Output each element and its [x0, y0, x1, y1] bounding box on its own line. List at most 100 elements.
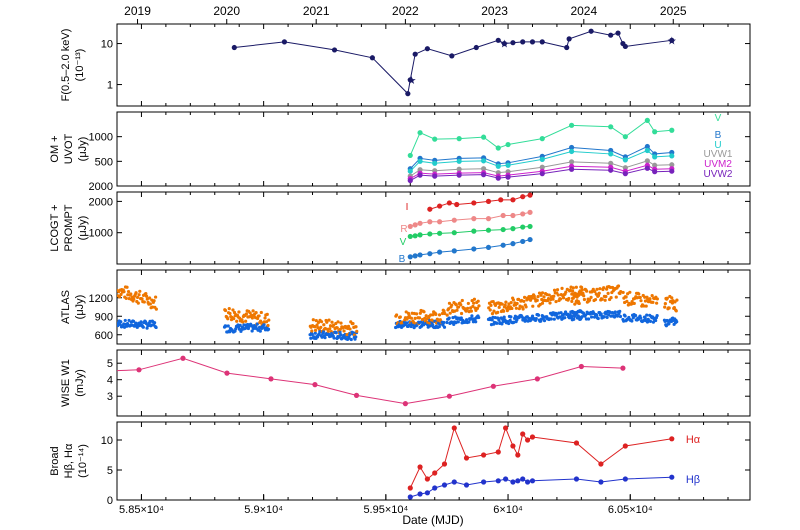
data-point	[502, 476, 509, 482]
atlas-c-point	[580, 315, 584, 319]
data-point	[471, 246, 477, 252]
atlas-o-point	[265, 312, 269, 316]
series-line-U	[409, 149, 672, 172]
plot-area	[117, 284, 679, 342]
data-point	[622, 157, 628, 163]
data-point	[90, 369, 95, 374]
data-point	[524, 479, 531, 485]
atlas-c-point	[474, 320, 478, 324]
y-axis-label: (μJy)	[77, 137, 89, 162]
data-point	[539, 136, 545, 142]
atlas-c-point	[599, 312, 603, 316]
panel-frame	[116, 269, 751, 345]
data-point	[481, 452, 487, 458]
data-point	[644, 117, 650, 123]
atlas-c-point	[332, 336, 336, 340]
atlas-o-point	[477, 304, 481, 308]
plot-area	[90, 355, 626, 407]
x-tick-label: 5.95×10⁴	[363, 504, 408, 516]
atlas-o-point	[328, 327, 332, 331]
panels-group: 1 10 F(0.5–2.0 keV) (10⁻¹³) ★ ★ ★ 2000 500 1000 OM…	[49, 23, 751, 507]
atlas-c-point	[459, 316, 463, 320]
data-point	[652, 154, 658, 160]
atlas-o-point	[570, 289, 575, 293]
atlas-c-point	[587, 317, 591, 321]
data-point	[568, 166, 575, 172]
legend-label: B	[399, 254, 406, 265]
series-line-B	[409, 145, 672, 170]
atlas-o-point	[560, 286, 564, 290]
data-point	[407, 233, 413, 240]
y-axis-label: LCOGT +	[49, 204, 61, 251]
atlas-o-point	[628, 290, 632, 294]
data-point	[598, 461, 604, 467]
data-point	[471, 200, 477, 206]
atlas-o-point	[580, 288, 584, 292]
data-point	[527, 209, 533, 215]
atlas-c-point	[266, 327, 271, 331]
data-point	[510, 443, 516, 449]
atlas-o-point	[334, 321, 338, 326]
atlas-o-point	[346, 324, 351, 328]
panel-frame	[116, 421, 751, 501]
atlas-o-point	[582, 294, 586, 298]
y-axis-label: (μJy)	[77, 216, 89, 241]
atlas-o-point	[581, 291, 585, 295]
atlas-c-point	[633, 313, 638, 318]
data-point	[608, 167, 614, 173]
atlas-o-point	[582, 297, 587, 302]
data-point	[451, 217, 457, 223]
atlas-o-point	[466, 306, 470, 310]
atlas-c-point	[228, 330, 232, 334]
atlas-o-point	[556, 293, 560, 297]
atlas-o-point	[638, 295, 642, 300]
atlas-o-point	[585, 289, 589, 293]
atlas-o-point	[667, 306, 671, 310]
data-point	[573, 476, 580, 482]
atlas-o-point	[311, 318, 315, 322]
atlas-o-point	[266, 323, 270, 328]
atlas-o-point	[443, 311, 447, 316]
atlas-o-point	[675, 298, 679, 302]
atlas-o-point	[521, 307, 525, 311]
y-tick-label: 5	[107, 358, 113, 370]
atlas-c-point	[618, 309, 622, 313]
data-point	[652, 169, 658, 175]
panel-wise: 3 4 5 WISE W1 (mJy)	[60, 349, 751, 417]
data-point	[353, 392, 360, 398]
y-tick-label: 1000	[89, 132, 113, 144]
data-point	[407, 494, 413, 500]
atlas-c-point	[347, 335, 351, 339]
atlas-o-point	[319, 320, 324, 324]
data-point	[136, 367, 142, 373]
data-point	[437, 203, 443, 209]
star-marker: ★	[499, 39, 509, 51]
atlas-o-point	[600, 297, 604, 301]
atlas-o-point	[153, 295, 158, 299]
atlas-o-point	[621, 290, 625, 295]
data-point	[515, 478, 521, 484]
data-point	[402, 401, 408, 407]
legend-label: Hα	[686, 434, 701, 446]
atlas-c-point	[442, 320, 446, 325]
atlas-c-point	[639, 316, 643, 320]
data-point	[412, 222, 418, 228]
data-point	[598, 479, 604, 485]
atlas-o-point	[570, 299, 574, 303]
atlas-c-point	[334, 331, 338, 335]
data-point	[412, 253, 418, 259]
atlas-c-point	[572, 317, 576, 321]
atlas-c-point	[542, 319, 547, 323]
atlas-c-point	[613, 310, 617, 314]
atlas-c-point	[495, 321, 499, 325]
atlas-o-point	[450, 303, 454, 307]
data-point	[500, 242, 506, 248]
star-marker: ★	[667, 35, 677, 47]
panel-frame	[116, 23, 751, 107]
atlas-c-point	[262, 322, 266, 327]
atlas-o-point	[135, 295, 140, 300]
atlas-c-point	[605, 315, 609, 319]
data-point	[539, 164, 545, 170]
atlas-c-point	[323, 336, 327, 340]
